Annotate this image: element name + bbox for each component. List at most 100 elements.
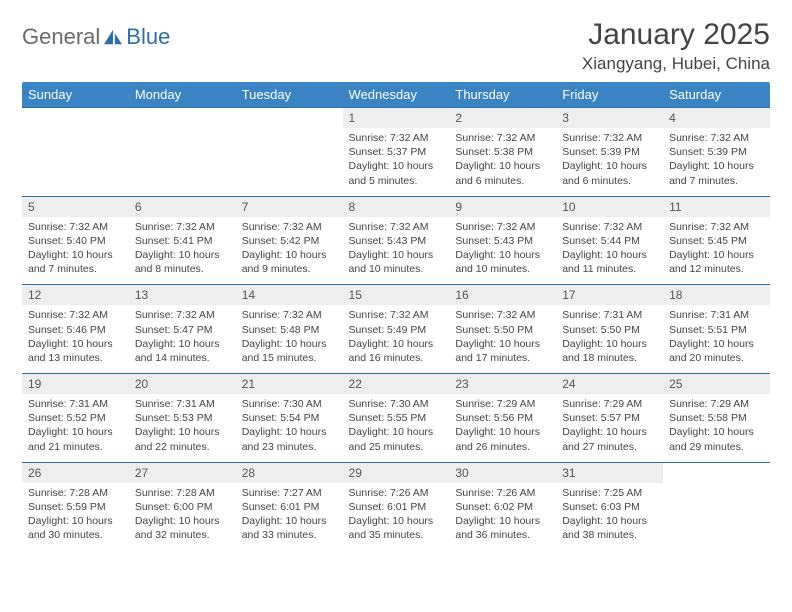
day-info-cell: Sunrise: 7:32 AMSunset: 5:42 PMDaylight:… [236,217,343,285]
sunrise-line: Sunrise: 7:25 AM [562,486,657,500]
day-number-cell: 29 [343,462,450,483]
daylight-line: Daylight: 10 hours and 6 minutes. [455,159,550,187]
day-number-cell [663,462,770,483]
sunset-line: Sunset: 5:46 PM [28,323,123,337]
sunset-line: Sunset: 5:43 PM [455,234,550,248]
day-info-cell: Sunrise: 7:32 AMSunset: 5:39 PMDaylight:… [556,128,663,196]
day-number-cell: 23 [449,374,556,395]
day-info-cell: Sunrise: 7:26 AMSunset: 6:02 PMDaylight:… [449,483,556,551]
info-row: Sunrise: 7:28 AM Sunset: 5:59 PM Daylight:… [22,483,770,551]
brand-part2: Blue [126,24,170,50]
sunrise-line: Sunrise: 7:28 AM [135,486,230,500]
day-info-cell: Sunrise: 7:28 AMSunset: 5:59 PMDaylight:… [22,483,129,551]
sunrise-line: Sunrise: 7:31 AM [28,397,123,411]
sunrise-line: Sunrise: 7:30 AM [242,397,337,411]
info-row: Sunrise: 7:32 AMSunset: 5:46 PMDaylight:… [22,305,770,373]
sunrise-line: Sunrise: 7:32 AM [349,131,444,145]
day-header: Saturday [663,82,770,108]
daylight-line: Daylight: 10 hours and 25 minutes. [349,425,444,453]
day-info-cell: Sunrise: 7:29 AMSunset: 5:57 PMDaylight:… [556,394,663,462]
day-info-cell: Sunrise: 7:30 AMSunset: 5:55 PMDaylight:… [343,394,450,462]
sunset-line: Sunset: 6:01 PM [242,500,337,514]
sunrise-line: Sunrise: 7:32 AM [455,308,550,322]
day-info-cell: Sunrise: 7:31 AMSunset: 5:52 PMDaylight:… [22,394,129,462]
day-info-cell: Sunrise: 7:31 AMSunset: 5:50 PMDaylight:… [556,305,663,373]
sunrise-line: Sunrise: 7:32 AM [242,220,337,234]
day-header: Monday [129,82,236,108]
sunrise-line: Sunrise: 7:32 AM [455,220,550,234]
day-info-cell: Sunrise: 7:32 AMSunset: 5:50 PMDaylight:… [449,305,556,373]
day-info-cell: Sunrise: 7:29 AMSunset: 5:58 PMDaylight:… [663,394,770,462]
info-row: Sunrise: 7:32 AMSunset: 5:37 PMDaylight:… [22,128,770,196]
daylight-line: Daylight: 10 hours and 21 minutes. [28,425,123,453]
day-info-cell: Sunrise: 7:32 AMSunset: 5:37 PMDaylight:… [343,128,450,196]
title-block: January 2025 Xiangyang, Hubei, China [582,18,770,74]
day-number-cell [22,108,129,129]
sunset-line: Sunset: 5:54 PM [242,411,337,425]
day-header: Friday [556,82,663,108]
sunset-line: Sunset: 5:41 PM [135,234,230,248]
day-info-cell: Sunrise: 7:27 AMSunset: 6:01 PMDaylight:… [236,483,343,551]
day-number-cell: 7 [236,196,343,217]
sunrise-line: Sunrise: 7:29 AM [562,397,657,411]
daylight-line: Daylight: 10 hours and 35 minutes. [349,514,444,542]
day-number-cell: 9 [449,196,556,217]
day-number-cell: 25 [663,374,770,395]
day-info-cell: Sunrise: 7:26 AMSunset: 6:01 PMDaylight:… [343,483,450,551]
daylight-line: Daylight: 10 hours and 9 minutes. [242,248,337,276]
daylight-line: Daylight: 10 hours and 10 minutes. [455,248,550,276]
calendar-table: SundayMondayTuesdayWednesdayThursdayFrid… [22,82,770,550]
day-info-cell: Sunrise: 7:32 AMSunset: 5:43 PMDaylight:… [343,217,450,285]
sunset-line: Sunset: 5:39 PM [562,145,657,159]
sunrise-line: Sunrise: 7:32 AM [669,131,764,145]
day-info-cell: Sunrise: 7:32 AMSunset: 5:47 PMDaylight:… [129,305,236,373]
daylight-line: Daylight: 10 hours and 12 minutes. [669,248,764,276]
daylight-line: Daylight: 10 hours and 13 minutes. [28,337,123,365]
day-header: Sunday [22,82,129,108]
sunset-line: Sunset: 6:02 PM [455,500,550,514]
sunset-line: Sunset: 5:44 PM [562,234,657,248]
day-info-cell [22,128,129,196]
daylight-line: Daylight: 10 hours and 11 minutes. [562,248,657,276]
day-info-cell: Sunrise: 7:31 AMSunset: 5:51 PMDaylight:… [663,305,770,373]
sunset-line: Sunset: 6:00 PM [135,500,230,514]
daylight-line: Daylight: 10 hours and 14 minutes. [135,337,230,365]
sunset-line: Sunset: 5:37 PM [349,145,444,159]
sunrise-line: Sunrise: 7:26 AM [455,486,550,500]
sunset-line: Sunset: 5:48 PM [242,323,337,337]
sunset-line: Sunset: 5:42 PM [242,234,337,248]
sunset-line: Sunset: 5:59 PM [28,500,123,514]
calendar-head: SundayMondayTuesdayWednesdayThursdayFrid… [22,82,770,108]
day-number-cell: 27 [129,462,236,483]
sunrise-line: Sunrise: 7:32 AM [349,220,444,234]
sunset-line: Sunset: 5:38 PM [455,145,550,159]
daylight-line: Daylight: 10 hours and 27 minutes. [562,425,657,453]
daylight-line: Daylight: 10 hours and 38 minutes. [562,514,657,542]
day-header: Wednesday [343,82,450,108]
sunrise-line: Sunrise: 7:31 AM [135,397,230,411]
sunrise-line: Sunrise: 7:31 AM [562,308,657,322]
day-info-cell: Sunrise: 7:32 AMSunset: 5:40 PMDaylight:… [22,217,129,285]
sunset-line: Sunset: 5:45 PM [669,234,764,248]
sunrise-line: Sunrise: 7:27 AM [242,486,337,500]
sunset-line: Sunset: 5:50 PM [562,323,657,337]
sunset-line: Sunset: 5:53 PM [135,411,230,425]
day-number-cell: 10 [556,196,663,217]
day-number-cell: 3 [556,108,663,129]
day-info-cell: Sunrise: 7:31 AMSunset: 5:53 PMDaylight:… [129,394,236,462]
daylight-line: Daylight: 10 hours and 7 minutes. [669,159,764,187]
sail-icon [102,28,124,46]
daylight-line: Daylight: 10 hours and 16 minutes. [349,337,444,365]
daylight-line: Daylight: 10 hours and 18 minutes. [562,337,657,365]
daynum-row: 12131415161718 [22,285,770,306]
sunset-line: Sunset: 5:55 PM [349,411,444,425]
location-text: Xiangyang, Hubei, China [582,54,770,74]
sunset-line: Sunset: 5:43 PM [349,234,444,248]
day-info-cell: Sunrise: 7:30 AMSunset: 5:54 PMDaylight:… [236,394,343,462]
day-number-cell: 20 [129,374,236,395]
sunrise-line: Sunrise: 7:29 AM [455,397,550,411]
sunset-line: Sunset: 5:50 PM [455,323,550,337]
sunset-line: Sunset: 5:51 PM [669,323,764,337]
day-number-cell: 11 [663,196,770,217]
daylight-line: Daylight: 10 hours and 36 minutes. [455,514,550,542]
